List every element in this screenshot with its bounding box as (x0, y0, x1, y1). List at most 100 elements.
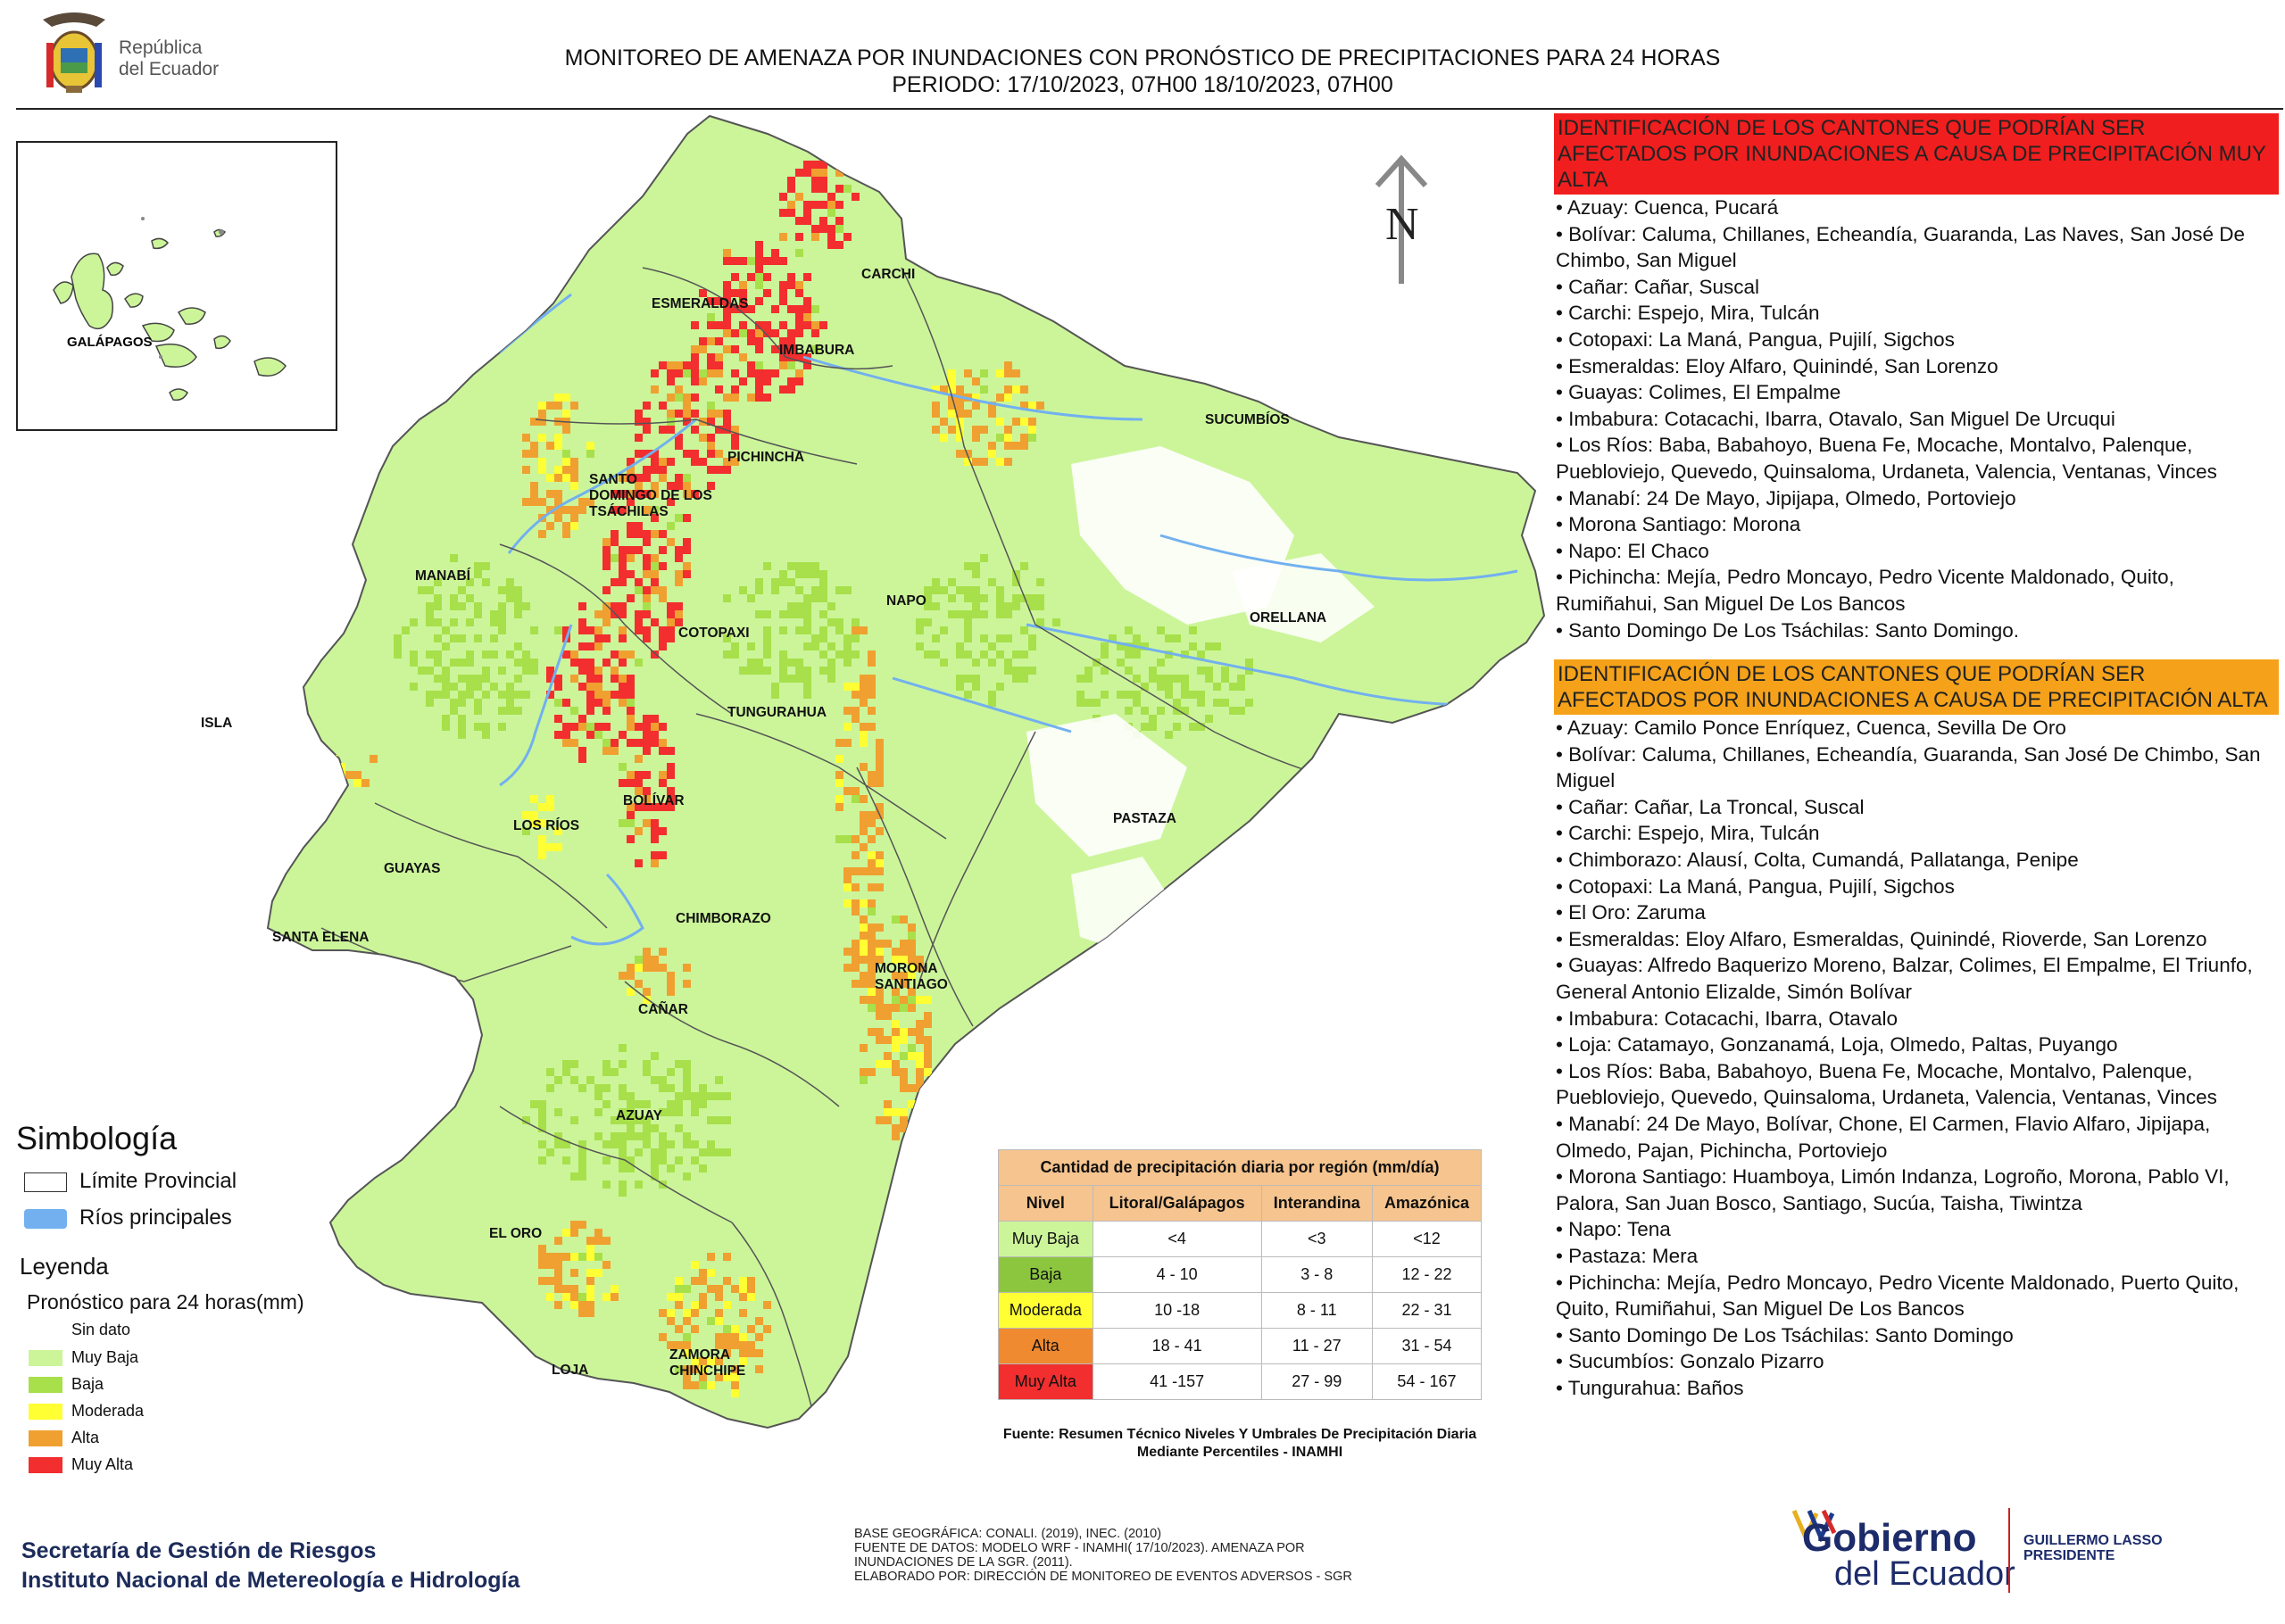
note-line: ELABORADO POR: DIRECCIÓN DE MONITOREO DE… (854, 1570, 1352, 1584)
swatch-moderada (29, 1404, 62, 1421)
canton-item: • Cañar: Cañar, Suscal (1556, 275, 1759, 298)
canton-item: • Napo: El Chaco (1556, 539, 1709, 562)
table-cell: Baja (998, 1256, 1093, 1293)
map-title: MONITOREO DE AMENAZA POR INUNDACIONES CO… (564, 46, 1721, 70)
del-ecuador-word: del Ecuador (1834, 1556, 2015, 1592)
coat-of-arms-icon (43, 12, 105, 93)
swatch-alta (29, 1430, 62, 1447)
table-row: Alta 18 - 41 11 - 27 31 - 54 (998, 1328, 1483, 1364)
legend-label: Alta (71, 1429, 100, 1446)
province-label: PASTAZA (1113, 811, 1176, 826)
table-cell: Muy Baja (998, 1221, 1093, 1257)
canton-item: • Bolívar: Caluma, Chillanes, Echeandía,… (1556, 742, 2261, 792)
province-label: ISLA (201, 716, 232, 731)
province-label: NAPO (886, 593, 926, 609)
republica-logo: República del Ecuador (34, 9, 266, 107)
canton-item: • Napo: Tena (1556, 1218, 1671, 1241)
legend-muy-baja: Muy Baja (29, 1348, 138, 1367)
table-cell: 31 - 54 (1371, 1328, 1483, 1364)
table-header: Litoral/Galápagos (1092, 1185, 1262, 1222)
note-line: BASE GEOGRÁFICA: CONALI. (2019), INEC. (… (854, 1527, 1162, 1541)
table-cell: 10 -18 (1092, 1292, 1262, 1329)
canton-item: • Sucumbíos: Gonzalo Pizarro (1556, 1350, 1824, 1373)
canton-item: • El Oro: Zaruma (1556, 901, 1706, 924)
swatch-muy-baja (29, 1350, 62, 1367)
canton-item: • Imbabura: Cotacachi, Ibarra, Otavalo (1556, 1007, 1899, 1030)
table-row: Muy Baja <4 <3 <12 (998, 1221, 1483, 1257)
map-canvas: ESMERALDAS CARCHI IMBABURA SUCUMBÍOS PICHINC… (201, 115, 1545, 1429)
rivers (499, 293, 1518, 946)
canton-item: • Azuay: Cuenca, Pucará (1556, 196, 1779, 219)
table-row: Baja 4 - 10 3 - 8 12 - 22 (998, 1256, 1483, 1293)
table-cell: 3 - 8 (1260, 1256, 1373, 1293)
table-cell: Moderada (998, 1292, 1093, 1329)
table-cell: 11 - 27 (1260, 1328, 1373, 1364)
map-period: PERIODO: 17/10/2023, 07H00 18/10/2023, 0… (892, 72, 1393, 97)
legend-label: Baja (71, 1375, 104, 1393)
province-label: COTOPAXI (678, 626, 750, 641)
inset-label: GALÁPAGOS (67, 335, 153, 350)
table-cell: 12 - 22 (1371, 1256, 1483, 1293)
legend-label: Muy Baja (71, 1348, 139, 1366)
rios-row: Ríos principales (24, 1206, 232, 1230)
table-cell: Muy Alta (998, 1363, 1093, 1400)
north-label: N (1385, 199, 1419, 250)
sin-dato-areas (1026, 446, 1375, 955)
president-block: GUILLERMO LASSO PRESIDENTE (2023, 1533, 2163, 1563)
table-cell: <3 (1260, 1221, 1373, 1257)
table-cell: 41 -157 (1092, 1363, 1262, 1400)
logo-divider (2008, 1508, 2010, 1593)
table-cell: 18 - 41 (1092, 1328, 1262, 1364)
precipitation-table: Cantidad de precipitación diaria por reg… (998, 1149, 1483, 1400)
province-label: GUAYAS (384, 861, 440, 876)
canton-item: • Manabí: 24 De Mayo, Bolívar, Chone, El… (1556, 1113, 2211, 1162)
province-label: CARCHI (861, 267, 915, 282)
legend-baja: Baja (29, 1375, 104, 1394)
republica-line2: del Ecuador (119, 59, 220, 79)
footer-notes: BASE GEOGRÁFICA: CONALI. (2019), INEC. (… (854, 1527, 1352, 1584)
canton-item: • Los Ríos: Baba, Babahoyo, Buena Fe, Mo… (1556, 1059, 2217, 1109)
president-name: GUILLERMO LASSO (2023, 1533, 2163, 1548)
canton-item: • Pichincha: Mejía, Pedro Moncayo, Pedro… (1556, 1271, 2239, 1321)
inamhi-name: Instituto Nacional de Metereología e Hid… (21, 1568, 520, 1593)
table-header: Nivel (998, 1185, 1093, 1222)
province-label: CAÑAR (638, 1001, 688, 1017)
cantones-panel: IDENTIFICACIÓN DE LOS CANTONES QUE PODRÍ… (1554, 113, 2279, 1402)
canton-item: • Cotopaxi: La Maná, Pangua, Pujilí, Sig… (1556, 327, 1955, 351)
canton-item: • Carchi: Espejo, Mira, Tulcán (1556, 822, 1820, 845)
limite-swatch (24, 1172, 67, 1192)
precipitation-cells (321, 161, 1253, 1397)
note-line: FUENTE DE DATOS: MODELO WRF - INAMHI( 17… (854, 1541, 1305, 1555)
province-label: SUCUMBÍOS (1205, 412, 1290, 427)
canton-item: • Esmeraldas: Eloy Alfaro, Quinindé, San… (1556, 354, 1998, 377)
table-cell: 4 - 10 (1092, 1256, 1262, 1293)
leyenda-title: Leyenda (20, 1253, 109, 1280)
canton-item: • Los Ríos: Baba, Babahoyo, Buena Fe, Mo… (1556, 434, 2217, 483)
table-cell: <4 (1092, 1221, 1262, 1257)
canton-item: • Loja: Catamayo, Gonzanamá, Loja, Olmed… (1556, 1033, 2118, 1056)
legend-alta: Alta (29, 1429, 99, 1447)
province-label: MANABÍ (415, 568, 471, 584)
province-label: SANTA ELENA (272, 930, 370, 945)
rios-label: Ríos principales (79, 1206, 232, 1230)
province-label: LOJA (552, 1363, 588, 1378)
header-divider (16, 108, 2283, 110)
province-label: MORONA SANTIAGO (875, 961, 948, 992)
canton-item: • Guayas: Colimes, El Empalme (1556, 381, 1841, 404)
legend-moderada: Moderada (29, 1402, 144, 1421)
province-label: SANTO DOMINGO DE LOS TSÁCHILAS (589, 472, 712, 519)
table-row: Moderada 10 -18 8 - 11 22 - 31 (998, 1292, 1483, 1329)
alta-list: • Azuay: Camilo Ponce Enríquez, Cuenca, … (1554, 715, 2279, 1401)
republica-line1: República (119, 37, 203, 58)
limite-label: Límite Provincial (79, 1169, 237, 1193)
muy-alta-list: • Azuay: Cuenca, Pucará • Bolívar: Caluma… (1554, 195, 2279, 643)
canton-item: • Santo Domingo De Los Tsáchilas: Santo … (1556, 1323, 2014, 1346)
canton-item: • Guayas: Alfredo Baquerizo Moreno, Balz… (1556, 954, 2253, 1004)
president-title: PRESIDENTE (2023, 1548, 2115, 1563)
swatch-baja (29, 1377, 62, 1394)
province-label: BOLÍVAR (623, 793, 685, 808)
legend-label: Moderada (71, 1402, 145, 1420)
legend-sin-dato: Sin dato (29, 1321, 130, 1339)
province-label: ZAMORA CHINCHIPE (669, 1347, 745, 1379)
galapagos-inset: GALÁPAGOS (16, 141, 337, 431)
